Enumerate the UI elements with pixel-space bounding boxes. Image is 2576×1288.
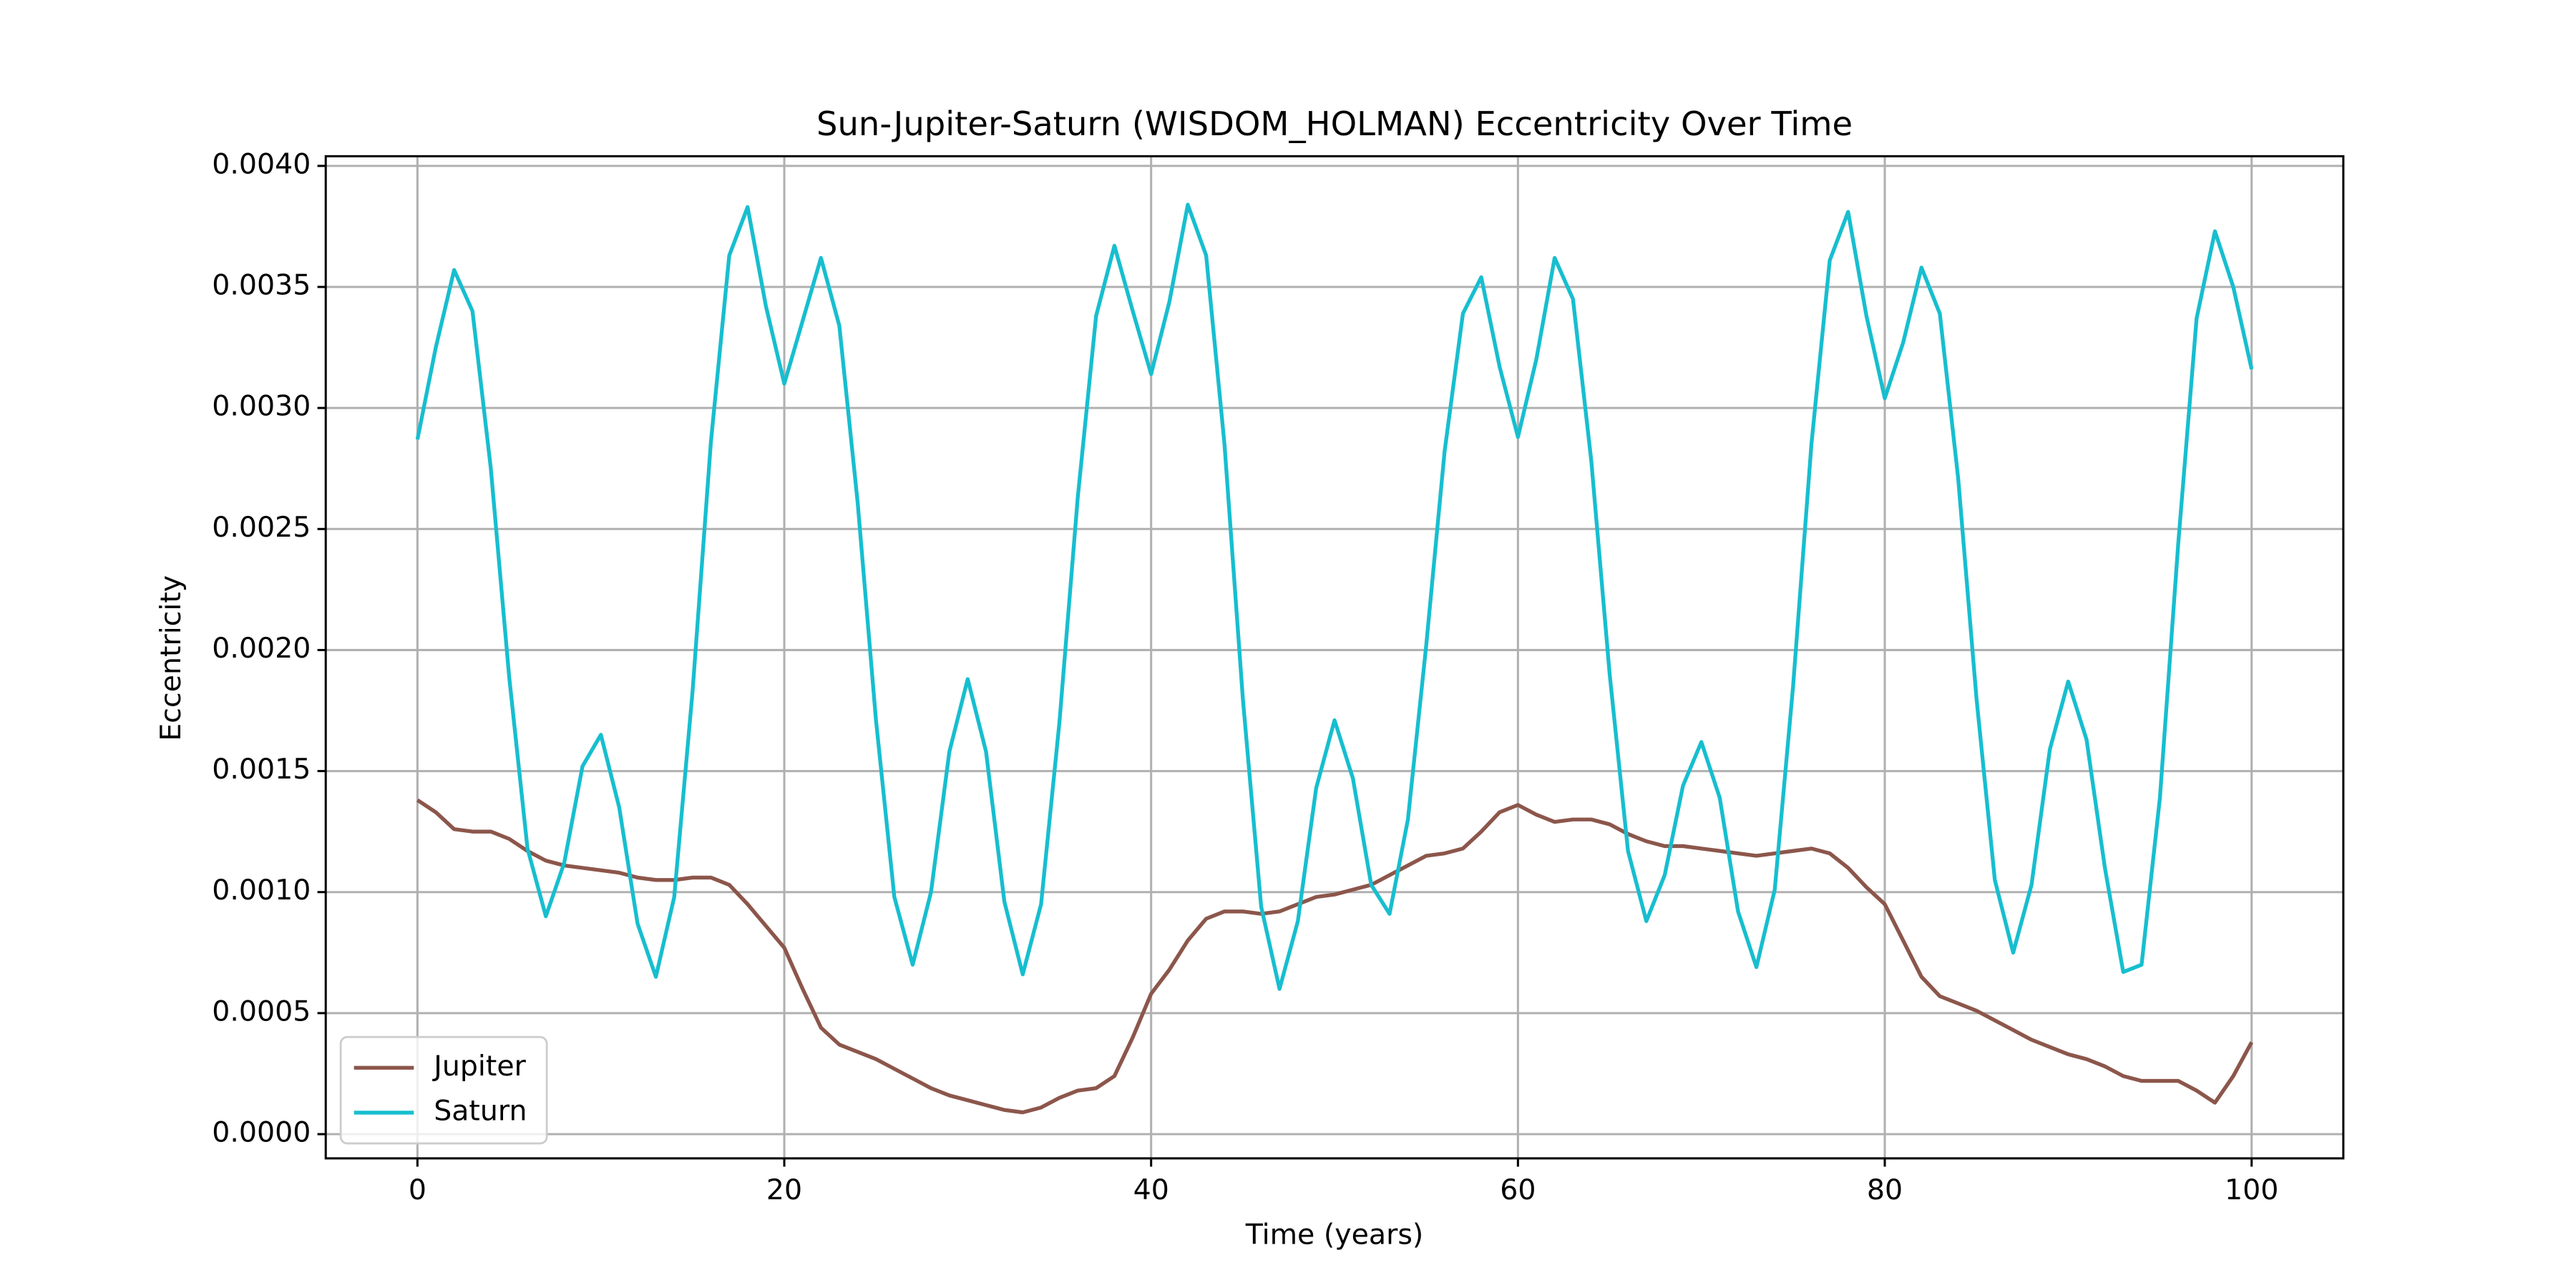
y-tick-label: 0.0005 (212, 995, 311, 1028)
y-tick-label: 0.0000 (212, 1116, 311, 1149)
y-tick-label: 0.0030 (212, 390, 311, 423)
x-tick-label: 0 (409, 1174, 426, 1206)
legend-box (339, 1035, 548, 1145)
legend-label: Jupiter (431, 1050, 526, 1083)
y-tick-label: 0.0035 (212, 268, 311, 301)
y-axis-label: Eccentricity (155, 575, 187, 741)
y-tick-label: 0.0010 (212, 874, 311, 907)
legend-label: Saturn (434, 1094, 527, 1127)
x-tick-label: 20 (766, 1174, 802, 1206)
legend: Jupiter Saturn (339, 1035, 548, 1145)
x-tick-label: 80 (1867, 1174, 1903, 1206)
x-tick-label: 60 (1500, 1174, 1536, 1206)
y-tick-label: 0.0020 (212, 632, 311, 665)
x-tick-label: 100 (2225, 1174, 2278, 1206)
plot-frame (324, 155, 2345, 1160)
x-axis-label: Time (years) (1245, 1219, 1424, 1252)
line-series (416, 798, 2254, 1115)
y-tick-label: 0.0025 (212, 511, 311, 544)
line-series (415, 203, 2254, 991)
x-tick-label: 40 (1133, 1174, 1169, 1206)
chart-title: Sun-Jupiter-Saturn (WISDOM_HOLMAN) Eccen… (816, 104, 1853, 143)
y-tick-label: 0.0015 (212, 753, 311, 786)
y-tick-label: 0.0040 (212, 147, 311, 180)
